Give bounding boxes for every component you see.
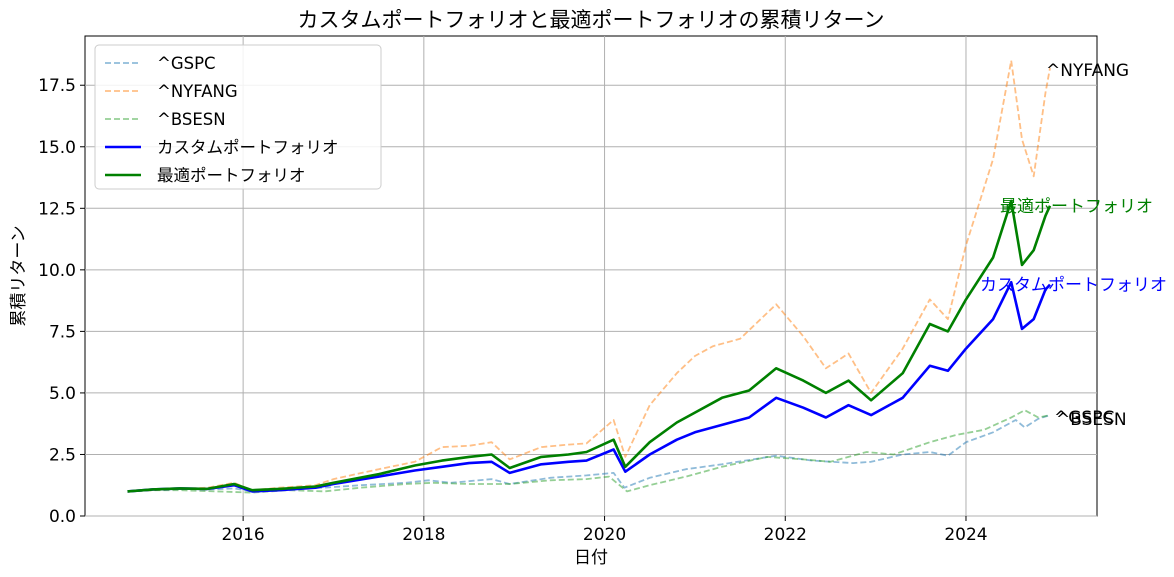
series-end-label: ^NYFANG [1046, 61, 1129, 81]
y-tick-label: 10.0 [38, 261, 76, 281]
series-end-label: ^BSESN [1056, 410, 1127, 430]
series-line [127, 409, 1051, 494]
x-axis-ticks: 2016 2018 2020 2022 2024 [221, 516, 988, 545]
legend-box [94, 44, 382, 190]
y-tick-label: 5.0 [49, 384, 76, 404]
x-tick-label: 2020 [583, 525, 626, 545]
y-axis-ticks: 0.0 2.5 5.0 7.5 10.0 12.5 15.0 17.5 [38, 76, 85, 527]
series-line [127, 414, 1051, 493]
legend-item: ^BSESN [105, 110, 226, 129]
x-axis-label: 日付 [574, 548, 608, 568]
y-axis-label: 累積リターン [9, 225, 29, 326]
series-end-label: 最適ポートフォリオ [1000, 197, 1153, 217]
x-tick-label: 2018 [402, 525, 445, 545]
legend-label: 最適ポートフォリオ [157, 166, 306, 185]
y-tick-label: 12.5 [38, 199, 76, 219]
legend-label: カスタムポートフォリオ [157, 138, 339, 157]
x-tick-label: 2022 [764, 525, 807, 545]
series-end-label: ^GSPC [1054, 408, 1114, 428]
y-tick-label: 7.5 [49, 322, 76, 342]
legend-label: ^GSPC [157, 54, 216, 73]
y-tick-label: 0.0 [49, 507, 76, 527]
y-tick-label: 17.5 [38, 76, 76, 96]
legend-label: ^BSESN [157, 110, 226, 129]
chart-title: カスタムポートフォリオと最適ポートフォリオの累積リターン [298, 8, 885, 32]
legend-item: 最適ポートフォリオ [105, 166, 306, 185]
series-line [127, 280, 1051, 493]
legend-item: ^GSPC [105, 54, 216, 73]
y-tick-label: 15.0 [38, 138, 76, 158]
x-tick-label: 2016 [221, 525, 264, 545]
x-tick-label: 2024 [944, 525, 987, 545]
legend-item: ^NYFANG [105, 82, 238, 101]
legend-item: カスタムポートフォリオ [105, 138, 339, 157]
series-line [127, 199, 1052, 493]
y-tick-label: 2.5 [49, 445, 76, 465]
series-end-label: カスタムポートフォリオ [980, 276, 1167, 296]
legend-label: ^NYFANG [157, 82, 238, 101]
series-layer [127, 59, 1052, 494]
